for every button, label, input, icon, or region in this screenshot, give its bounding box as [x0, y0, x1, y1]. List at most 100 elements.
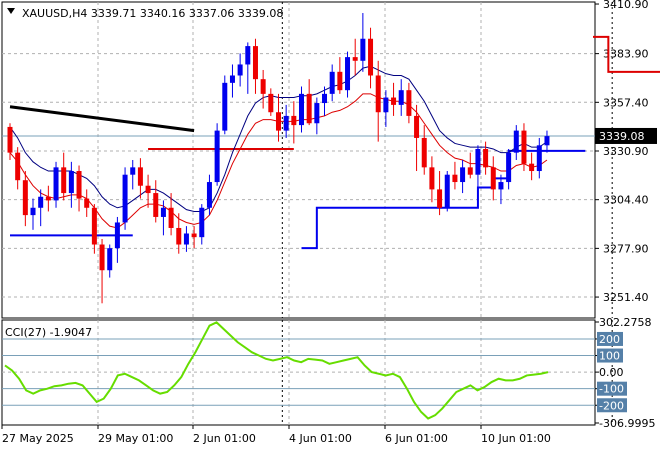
candle-body: [483, 148, 489, 168]
candle-body: [114, 222, 120, 249]
candle-body: [444, 174, 450, 208]
candle-body: [329, 71, 335, 94]
cci-tick-label: 0.00: [599, 366, 624, 379]
x-tick-label: 4 Jun 01:00: [289, 432, 352, 445]
candle-body: [345, 57, 351, 91]
candle-body: [252, 46, 258, 80]
candle-body: [391, 97, 397, 105]
candle-body: [383, 97, 389, 113]
candle-body: [475, 148, 481, 175]
candle-body: [68, 171, 74, 194]
current-price-badge: [595, 127, 657, 144]
candle-body: [183, 233, 189, 245]
candle-body: [429, 167, 435, 190]
cci-tick-label: -100: [599, 383, 624, 396]
candle-body: [283, 115, 289, 131]
candle-body: [260, 79, 266, 94]
candle-body: [268, 93, 274, 113]
candle-body: [460, 167, 466, 183]
candle-body: [314, 103, 320, 124]
candle-body: [299, 93, 304, 126]
price-tick-label: 3251.40: [603, 291, 649, 304]
candle-body: [337, 71, 343, 91]
candle-body: [38, 196, 44, 208]
candle-body: [206, 182, 212, 208]
candle-body: [322, 93, 328, 104]
candle-body: [536, 145, 542, 172]
price-tick-label: 3304.40: [603, 194, 649, 207]
candle-body: [61, 167, 67, 194]
candle-body: [306, 93, 312, 124]
cci-level-badge: [597, 398, 627, 413]
candle-body: [291, 115, 297, 126]
candle-body: [414, 115, 420, 138]
candle-body: [30, 207, 36, 216]
price-tick-label: 3383.90: [603, 48, 649, 61]
cci-tick-label: 100: [599, 350, 620, 363]
price-tick-label: 3357.40: [603, 96, 649, 109]
candle-body: [168, 207, 174, 228]
candle-body: [15, 152, 21, 181]
candle-body: [22, 180, 28, 216]
candle-body: [513, 130, 519, 153]
price-panel: 3410.90 3383.90 3357.40 3330.90 3304.40 3277.…: [1, 0, 660, 319]
candle-body: [360, 38, 366, 61]
candle-body: [498, 182, 504, 190]
candle-body: [275, 112, 281, 131]
candle-body: [130, 167, 136, 175]
candle-body: [214, 130, 220, 183]
cci-line: [4, 321, 549, 420]
candle-body: [421, 137, 427, 168]
candle-body: [406, 90, 412, 116]
candle-body: [199, 207, 205, 238]
candle-body: [375, 75, 381, 113]
candle-body: [490, 167, 496, 190]
candle-body: [544, 136, 550, 146]
cci-level-badge: [597, 331, 623, 346]
cci-tick-label: 302.2758: [599, 316, 652, 329]
price-tick-label: 3330.90: [603, 145, 649, 158]
candle-body: [176, 227, 182, 245]
candle-body: [506, 152, 512, 183]
candle-body: [107, 248, 113, 271]
title-arrow-icon: [7, 8, 15, 14]
candle-body: [452, 174, 458, 183]
candle-body: [529, 163, 535, 172]
candle-body: [122, 174, 128, 223]
candle-body: [99, 244, 105, 271]
candle-body: [191, 233, 197, 238]
candle-body: [352, 57, 358, 61]
candle-body: [53, 167, 59, 201]
x-axis: 27 May 2025 29 May 01:00 2 Jun 01:00 4 Jun …: [1, 425, 551, 445]
cci-tick-label: 200: [599, 333, 620, 346]
candle-body: [153, 193, 159, 217]
price-tick-label: 3410.90: [603, 0, 649, 11]
x-tick-label: 29 May 01:00: [98, 432, 173, 445]
cci-panel: 302.2758 200 100 0.00 -100 -200 -306.9995: [1, 316, 655, 430]
x-tick-label: 27 May 2025: [2, 432, 74, 445]
x-tick-label: 6 Jun 01:00: [385, 432, 448, 445]
candle-body: [45, 196, 51, 201]
candle-body: [437, 189, 443, 208]
cci-level-badge: [597, 348, 623, 363]
candle-body: [91, 207, 97, 245]
price-tick-label: 3277.90: [603, 242, 649, 255]
candle-body: [76, 171, 82, 199]
cci-tick-label: -306.9995: [599, 417, 655, 430]
cci-level-badge: [597, 381, 627, 396]
x-tick-label: 10 Jun 01:00: [481, 432, 551, 445]
current-price-label: 3339.08: [599, 130, 645, 143]
candle-body: [368, 38, 374, 76]
cci-tick-label: -200: [599, 399, 624, 412]
candle-body: [398, 90, 404, 105]
stop-line: [9, 105, 195, 133]
cci-title: CCI(27) -1.9047: [5, 326, 92, 339]
candle-body: [160, 207, 166, 217]
price-panel-frame: [1, 1, 596, 319]
stop-line: [593, 35, 660, 73]
chart-title: XAUUSD,H4 3339.71 3340.16 3337.06 3339.0…: [22, 7, 283, 20]
candle-body: [84, 198, 90, 208]
x-tick-label: 2 Jun 01:00: [193, 432, 256, 445]
candle-body: [467, 167, 473, 175]
